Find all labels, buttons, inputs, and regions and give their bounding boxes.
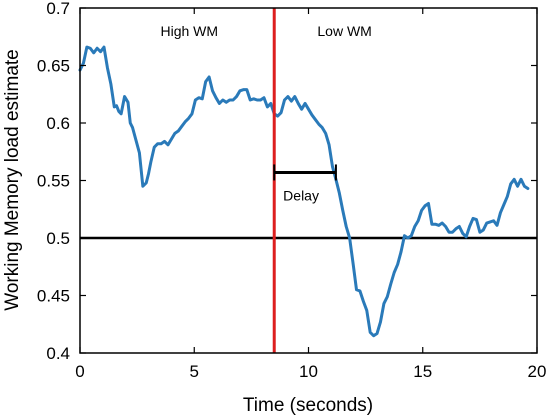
y-tick-label: 0.6 [46, 114, 70, 133]
x-tick-label: 20 [528, 362, 547, 381]
region-label: Low WM [317, 23, 371, 39]
y-tick-label: 0.55 [37, 172, 70, 191]
series-line [78, 45, 530, 338]
y-tick-label: 0.45 [37, 287, 70, 306]
y-axis-label: Working Memory load estimate [2, 49, 23, 311]
delay-label: Delay [283, 187, 319, 203]
y-tick-label: 0.65 [37, 57, 70, 76]
x-tick-label: 10 [299, 362, 318, 381]
x-tick-label: 5 [190, 362, 199, 381]
region-label: High WM [160, 23, 218, 39]
y-tick-label: 0.4 [46, 344, 70, 363]
x-tick-label: 15 [413, 362, 432, 381]
y-tick-label: 0.5 [46, 229, 70, 248]
plot-frame [79, 7, 538, 354]
x-tick-label: 0 [75, 362, 84, 381]
y-tick-label: 0.7 [46, 0, 70, 18]
x-axis-label: Time (seconds) [243, 395, 373, 416]
